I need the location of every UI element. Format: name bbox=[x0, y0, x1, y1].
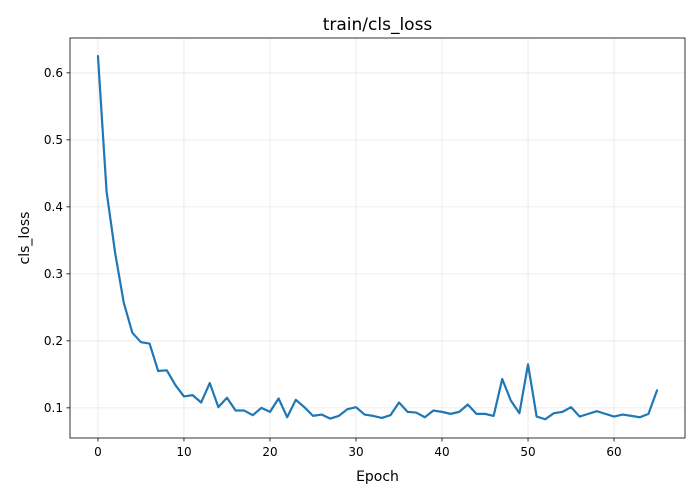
axes-frame bbox=[69, 37, 686, 439]
x-axis-ticks: 0 10 20 30 40 50 60 bbox=[94, 438, 622, 459]
chart-title: train/cls_loss bbox=[323, 15, 433, 35]
y-tick-label: 0.1 bbox=[44, 401, 63, 415]
x-tick-label: 20 bbox=[262, 445, 277, 459]
plot-area bbox=[96, 54, 659, 421]
y-tick-label: 0.3 bbox=[44, 267, 63, 281]
y-tick-label: 0.4 bbox=[44, 200, 63, 214]
x-tick-label: 0 bbox=[94, 445, 102, 459]
x-tick-label: 40 bbox=[434, 445, 449, 459]
x-tick-label: 10 bbox=[176, 445, 191, 459]
x-tick-label: 60 bbox=[606, 445, 621, 459]
x-axis-label: Epoch bbox=[356, 469, 399, 485]
y-tick-label: 0.5 bbox=[44, 133, 63, 147]
y-axis-label: cls_loss bbox=[17, 212, 33, 265]
x-tick-label: 50 bbox=[520, 445, 535, 459]
grid bbox=[70, 38, 685, 438]
x-tick-label: 30 bbox=[348, 445, 363, 459]
y-axis-ticks: 0.1 0.2 0.3 0.4 0.5 0.6 bbox=[44, 66, 70, 415]
y-tick-label: 0.6 bbox=[44, 66, 63, 80]
series-line bbox=[96, 54, 659, 421]
y-tick-label: 0.2 bbox=[44, 334, 63, 348]
